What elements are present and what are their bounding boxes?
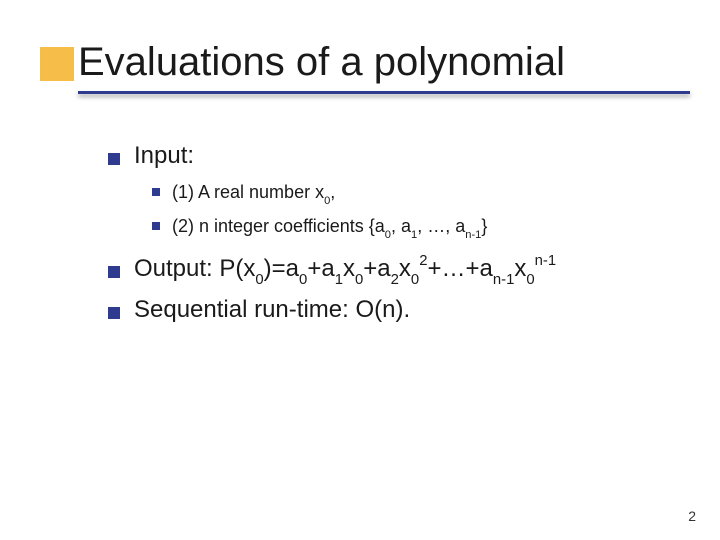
bullet-text: Input: [134, 142, 194, 170]
bullet-level1: Sequential run-time: O(n). [108, 296, 668, 324]
title-underline [78, 91, 690, 94]
accent-square [40, 47, 74, 81]
text-run-group: (2) n integer coefficients {a0, a1, …, a… [172, 216, 487, 236]
bullet-level1: Output: P(x0)=a0+a1x0+a2x02+…+an-1x0n-1 [108, 255, 668, 286]
bullet-text: (1) A real number x0, [172, 180, 335, 208]
slide-title: Evaluations of a polynomial [78, 40, 698, 85]
bullet-text: (2) n integer coefficients {a0, a1, …, a… [172, 214, 487, 242]
text-run-group: (1) A real number x0, [172, 182, 335, 202]
bullet-square-icon [152, 222, 160, 230]
bullet-level2: (1) A real number x0, [152, 180, 668, 208]
title-bar: Evaluations of a polynomial [78, 40, 698, 94]
body-content: Input: (1) A real number x0, (2) n integer… [108, 142, 668, 334]
bullet-square-icon [108, 266, 120, 278]
page-number: 2 [688, 508, 696, 524]
slide: Evaluations of a polynomial Input: (1) A … [0, 0, 720, 540]
bullet-square-icon [108, 307, 120, 319]
bullet-text: Sequential run-time: O(n). [134, 296, 410, 324]
bullet-square-icon [108, 153, 120, 165]
text-run-group: Output: P(x0)=a0+a1x0+a2x02+…+an-1x0n-1 [134, 255, 556, 282]
bullet-level2: (2) n integer coefficients {a0, a1, …, a… [152, 214, 668, 242]
bullet-level1: Input: [108, 142, 668, 170]
bullet-square-icon [152, 188, 160, 196]
bullet-text: Output: P(x0)=a0+a1x0+a2x02+…+an-1x0n-1 [134, 255, 556, 286]
